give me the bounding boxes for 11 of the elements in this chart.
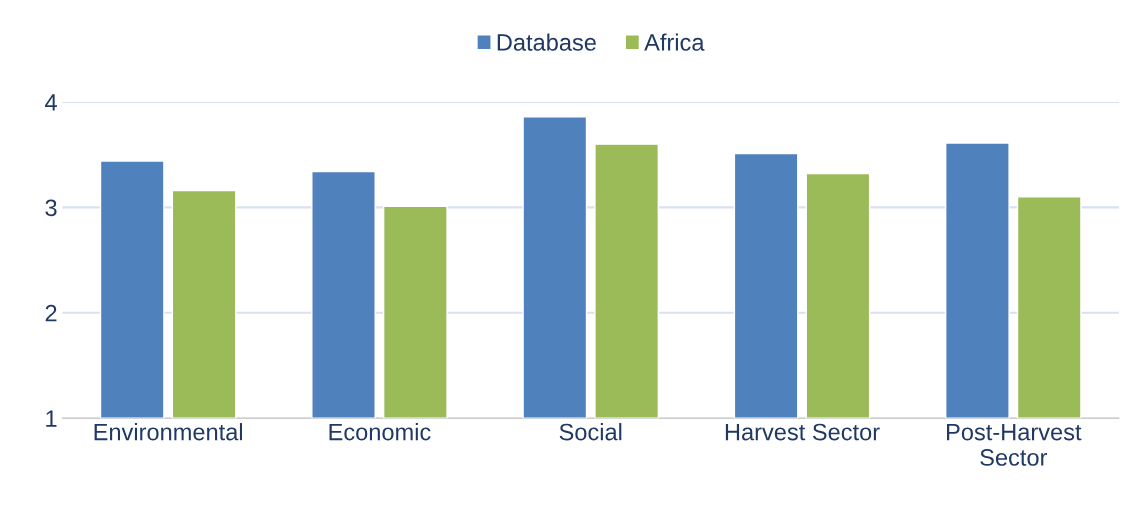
y-tick-label: 3 xyxy=(45,199,57,217)
y-tick-label: 4 xyxy=(45,94,57,111)
x-tick-label: Post-Harvest Sector xyxy=(947,423,1082,466)
x-tick-label: Environmental xyxy=(94,423,243,441)
x-tick-label: Social xyxy=(559,423,622,441)
y-tick-label: 2 xyxy=(45,304,57,322)
x-tick-label: Harvest Sector xyxy=(725,423,880,441)
y-tick-label: 1 xyxy=(46,410,57,427)
legend-label: Database xyxy=(497,33,596,51)
legend-label: Africa xyxy=(644,33,705,51)
x-tick-label: Economic xyxy=(329,423,431,441)
